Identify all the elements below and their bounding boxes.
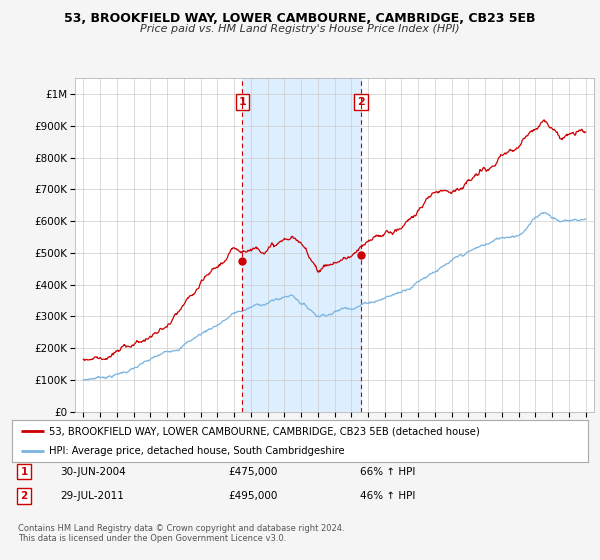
Text: Contains HM Land Registry data © Crown copyright and database right 2024.
This d: Contains HM Land Registry data © Crown c… xyxy=(18,524,344,543)
Text: 30-JUN-2004: 30-JUN-2004 xyxy=(60,466,126,477)
Text: HPI: Average price, detached house, South Cambridgeshire: HPI: Average price, detached house, Sout… xyxy=(49,446,345,456)
Text: 53, BROOKFIELD WAY, LOWER CAMBOURNE, CAMBRIDGE, CB23 5EB (detached house): 53, BROOKFIELD WAY, LOWER CAMBOURNE, CAM… xyxy=(49,426,480,436)
Text: Price paid vs. HM Land Registry's House Price Index (HPI): Price paid vs. HM Land Registry's House … xyxy=(140,24,460,34)
Text: 29-JUL-2011: 29-JUL-2011 xyxy=(60,491,124,501)
Text: 66% ↑ HPI: 66% ↑ HPI xyxy=(360,466,415,477)
Text: 46% ↑ HPI: 46% ↑ HPI xyxy=(360,491,415,501)
Text: £495,000: £495,000 xyxy=(228,491,277,501)
Text: 1: 1 xyxy=(239,97,246,107)
Text: £475,000: £475,000 xyxy=(228,466,277,477)
Text: 1: 1 xyxy=(20,466,28,477)
Bar xyxy=(242,78,361,412)
Text: 2: 2 xyxy=(20,491,28,501)
Text: 2: 2 xyxy=(357,97,365,107)
Text: 53, BROOKFIELD WAY, LOWER CAMBOURNE, CAMBRIDGE, CB23 5EB: 53, BROOKFIELD WAY, LOWER CAMBOURNE, CAM… xyxy=(64,12,536,25)
